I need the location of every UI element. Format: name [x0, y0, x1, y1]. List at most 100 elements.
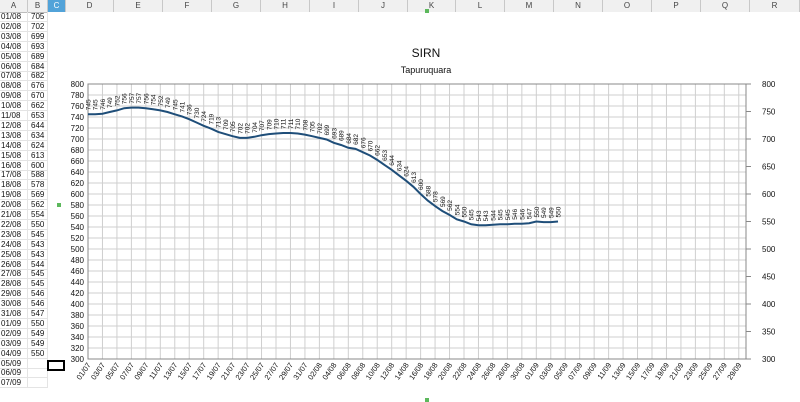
cell-date[interactable]: 06/09	[0, 368, 28, 379]
cell-date[interactable]: 09/08	[0, 91, 28, 102]
line-chart[interactable]: 300 320 340 360 380 400 420 440 460 480 500 520 540 5…	[48, 12, 800, 402]
cell-level[interactable]: 662	[28, 101, 48, 112]
cell-date[interactable]: 06/08	[0, 61, 28, 72]
column-header-c[interactable]: C	[48, 0, 66, 12]
cell-date[interactable]: 19/08	[0, 190, 28, 201]
cell-level[interactable]: 705	[28, 12, 48, 22]
cell-date[interactable]: 26/08	[0, 259, 28, 270]
cell-level[interactable]: 554	[28, 210, 48, 220]
cell-level[interactable]: 547	[28, 309, 48, 319]
column-header-r[interactable]: R	[750, 0, 800, 12]
cell-level[interactable]: 624	[28, 140, 48, 151]
cell-level[interactable]	[28, 368, 48, 379]
cell-date[interactable]: 21/08	[0, 210, 28, 220]
cell-date[interactable]: 14/08	[0, 140, 28, 151]
cell-level[interactable]: 545	[28, 229, 48, 240]
cell-level[interactable]: 600	[28, 160, 48, 171]
cell-date[interactable]: 25/08	[0, 249, 28, 260]
column-header-b[interactable]: B	[28, 0, 48, 12]
cell-date[interactable]: 04/08	[0, 41, 28, 52]
column-header-l[interactable]: L	[456, 0, 505, 12]
cell-level[interactable]	[28, 378, 48, 389]
cell-date[interactable]: 03/09	[0, 338, 28, 349]
cell-date[interactable]: 07/09	[0, 378, 28, 389]
cell-date[interactable]: 12/08	[0, 120, 28, 131]
cell-level[interactable]: 702	[28, 21, 48, 32]
cell-level[interactable]	[28, 358, 48, 369]
cell-level[interactable]: 699	[28, 31, 48, 42]
cell-date[interactable]: 28/08	[0, 279, 28, 290]
cell-level[interactable]: 644	[28, 120, 48, 131]
cell-date[interactable]: 05/08	[0, 51, 28, 62]
cell-level[interactable]: 684	[28, 61, 48, 72]
cell-date[interactable]: 11/08	[0, 111, 28, 121]
column-header-f[interactable]: F	[163, 0, 212, 12]
column-header-h[interactable]: H	[261, 0, 310, 12]
cell-level[interactable]: 693	[28, 41, 48, 52]
cell-date[interactable]: 01/08	[0, 12, 28, 22]
cell-level[interactable]: 546	[28, 299, 48, 310]
cell-date[interactable]: 13/08	[0, 130, 28, 141]
cell-level[interactable]: 676	[28, 81, 48, 92]
cell-level[interactable]: 546	[28, 289, 48, 300]
cell-date[interactable]: 16/08	[0, 160, 28, 171]
column-header-g[interactable]: G	[212, 0, 261, 12]
cell-level[interactable]: 562	[28, 200, 48, 211]
cell-level[interactable]: 549	[28, 328, 48, 339]
cell-level[interactable]: 550	[28, 219, 48, 230]
cell-date[interactable]: 18/08	[0, 180, 28, 191]
column-header-p[interactable]: P	[652, 0, 701, 12]
cell-date[interactable]: 05/09	[0, 358, 28, 369]
column-header-d[interactable]: D	[66, 0, 114, 12]
cell-date[interactable]: 10/08	[0, 101, 28, 112]
column-header-k[interactable]: K	[408, 0, 456, 12]
column-header-q[interactable]: Q	[701, 0, 750, 12]
column-header-j[interactable]: J	[359, 0, 408, 12]
cell-level[interactable]: 550	[28, 318, 48, 329]
cell-level[interactable]: 545	[28, 269, 48, 280]
cell-date[interactable]: 22/08	[0, 219, 28, 230]
column-header-m[interactable]: M	[505, 0, 554, 12]
column-header-e[interactable]: E	[114, 0, 163, 12]
column-header-a[interactable]: A	[0, 0, 28, 12]
active-cell-cursor[interactable]	[47, 360, 65, 371]
cell-level[interactable]: 613	[28, 150, 48, 161]
cell-date[interactable]: 08/08	[0, 81, 28, 92]
cell-level[interactable]: 545	[28, 279, 48, 290]
column-header-o[interactable]: O	[603, 0, 652, 12]
cell-date[interactable]: 15/08	[0, 150, 28, 161]
cell-level[interactable]: 588	[28, 170, 48, 181]
cell-level[interactable]: 682	[28, 71, 48, 82]
cell-date[interactable]: 27/08	[0, 269, 28, 280]
cell-level[interactable]: 634	[28, 130, 48, 141]
cell-date[interactable]: 23/08	[0, 229, 28, 240]
cell-date[interactable]: 04/09	[0, 348, 28, 359]
cell-date[interactable]: 07/08	[0, 71, 28, 82]
cell-date[interactable]: 29/08	[0, 289, 28, 300]
cell-level[interactable]: 569	[28, 190, 48, 201]
cell-level[interactable]: 543	[28, 249, 48, 260]
cell-date[interactable]: 20/08	[0, 200, 28, 211]
cell-level[interactable]: 550	[28, 348, 48, 359]
cell-date[interactable]: 24/08	[0, 239, 28, 250]
cell-level[interactable]: 544	[28, 259, 48, 270]
cell-date[interactable]: 03/08	[0, 31, 28, 42]
cell-date[interactable]: 02/09	[0, 328, 28, 339]
cell-date[interactable]: 31/08	[0, 309, 28, 319]
cell-date[interactable]: 17/08	[0, 170, 28, 181]
cell-level[interactable]: 653	[28, 111, 48, 121]
data-label: 705	[310, 121, 317, 132]
chart-handle-left[interactable]	[57, 203, 61, 207]
column-header-n[interactable]: N	[554, 0, 603, 12]
cell-date[interactable]: 01/09	[0, 318, 28, 329]
cell-level[interactable]: 689	[28, 51, 48, 62]
cell-date[interactable]: 30/08	[0, 299, 28, 310]
cell-level[interactable]: 549	[28, 338, 48, 349]
column-header-i[interactable]: I	[310, 0, 359, 12]
cell-level[interactable]: 670	[28, 91, 48, 102]
chart-handle-bottom[interactable]	[425, 398, 429, 402]
cell-date[interactable]: 02/08	[0, 21, 28, 32]
cell-level[interactable]: 578	[28, 180, 48, 191]
chart-handle-top[interactable]	[425, 9, 429, 13]
cell-level[interactable]: 543	[28, 239, 48, 250]
